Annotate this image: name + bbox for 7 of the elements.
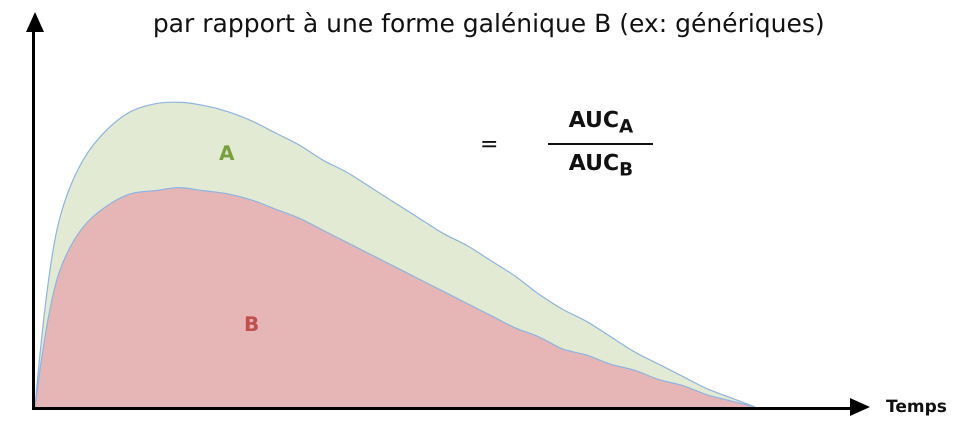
series-label: A: [219, 141, 235, 165]
annotation: =: [480, 132, 498, 157]
annotation: AUC$_{A}$: [568, 108, 634, 138]
chart-title: par rapport à une forme galénique B (ex: génériques): [152, 8, 825, 38]
annotation: AUC$_{B}$: [568, 151, 634, 181]
text: Temps: [886, 397, 947, 417]
series-label: B: [244, 312, 260, 336]
